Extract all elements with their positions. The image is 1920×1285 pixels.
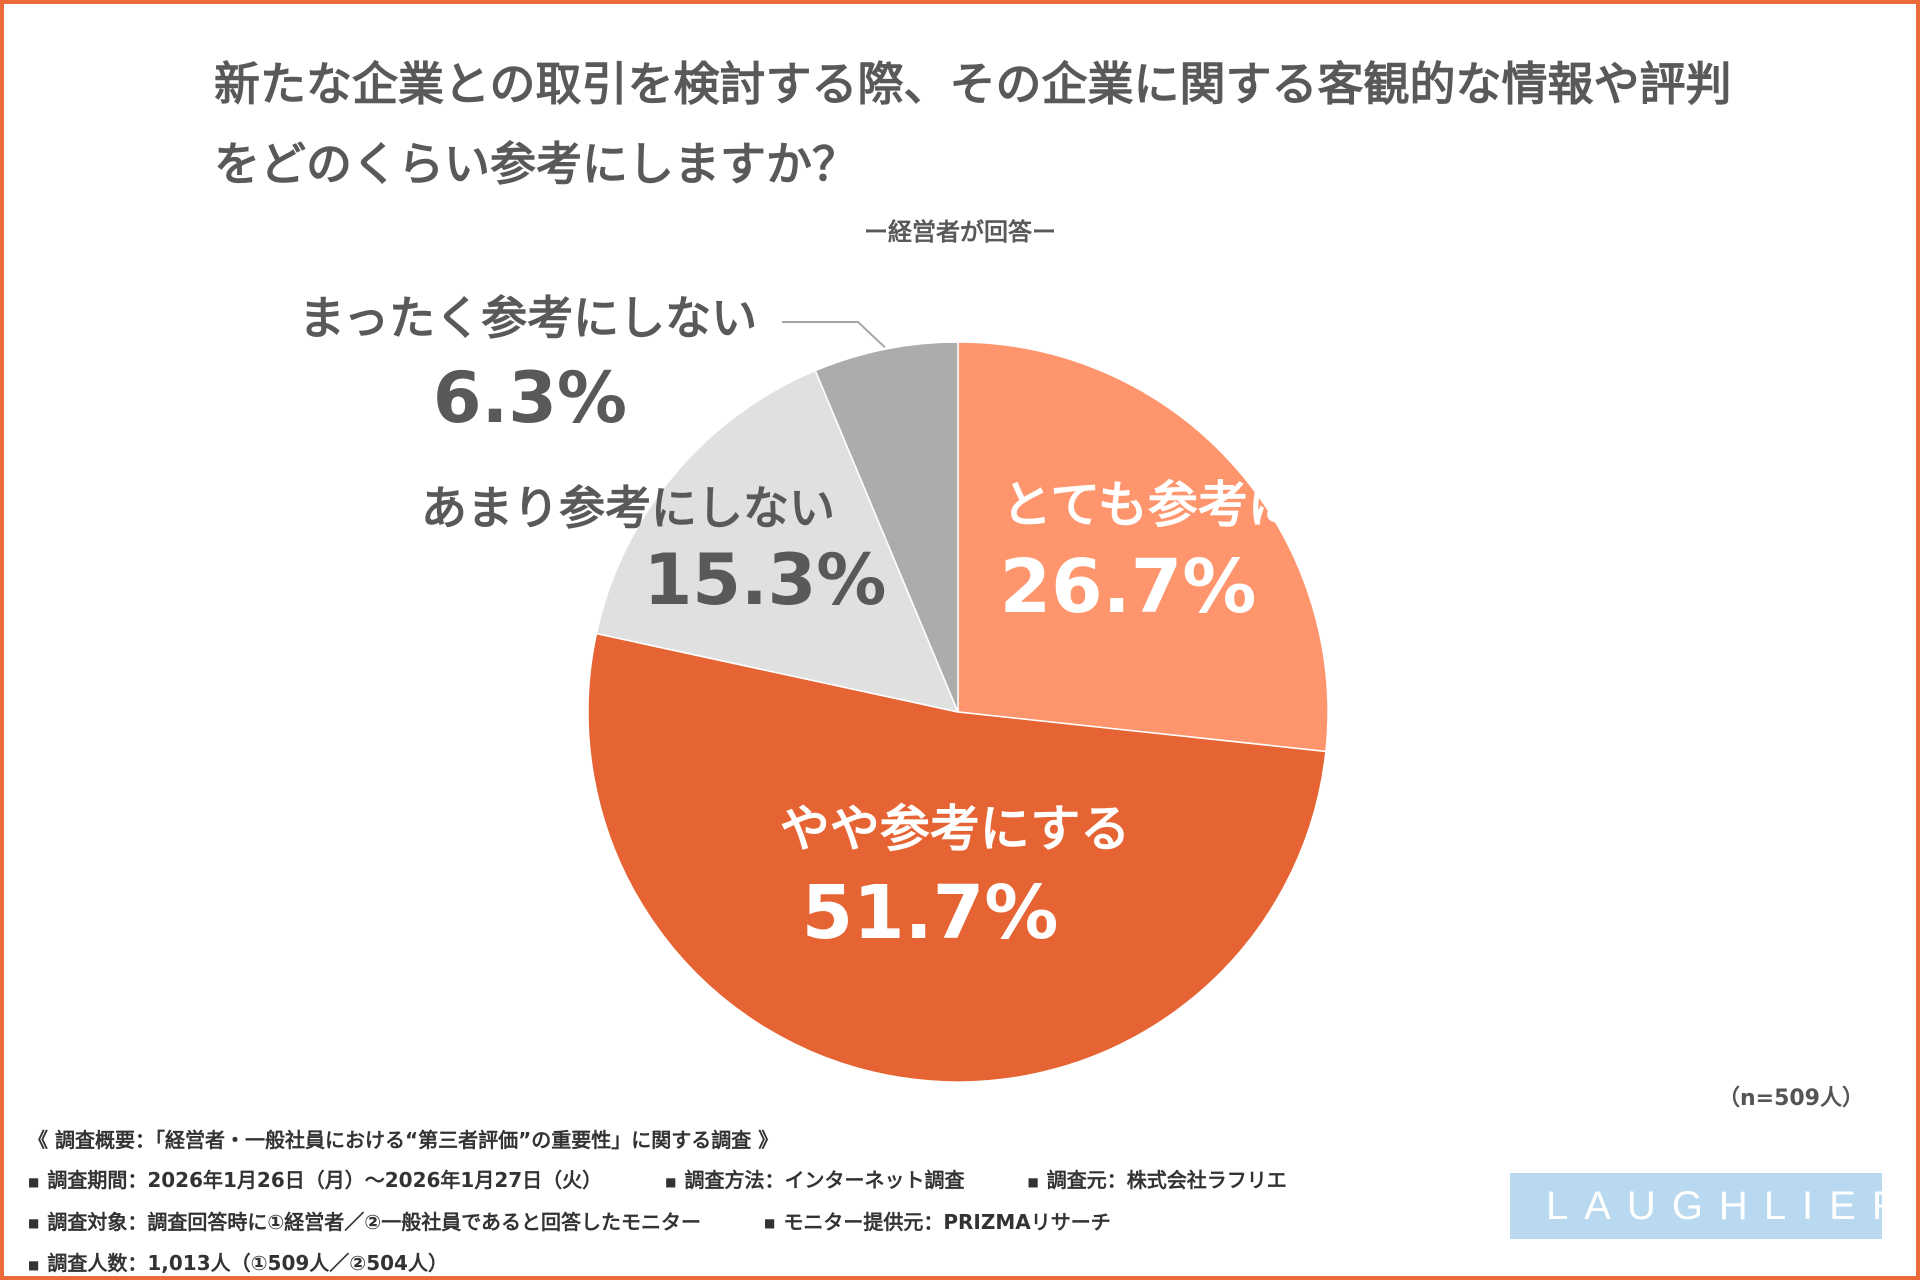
slice-value-0: 26.7% xyxy=(1000,544,1257,630)
logo-text: LAUGHLIER xyxy=(1546,1183,1917,1228)
survey-heading: 《 調査概要：「経営者・一般社員における“第三者評価”の重要性」に関する調査 》 xyxy=(28,1128,779,1152)
survey-line-2: ■ 調査期間：2026年1月26日（月）〜2026年1月27日（火） ■ 調査方法：… xyxy=(28,1160,1508,1202)
survey-line-4: ■ 調査人数：1,013人（①509人／②504人） xyxy=(28,1243,1508,1285)
survey-monitor-provider: ■ モニター提供元：PRIZMAリサーチ xyxy=(763,1209,1111,1234)
chart-title: 新たな企業との取引を検討する際、その企業に関する客観的な情報や評判をどのくらい参… xyxy=(214,57,1732,191)
survey-period: ■ 調査期間：2026年1月26日（月）〜2026年1月27日（火） xyxy=(28,1168,603,1192)
slice-label-2: あまり参考にしない xyxy=(421,481,835,535)
survey-method: ■ 調査方法：インターネット調査 xyxy=(665,1168,965,1192)
survey-line-3: ■ 調査対象：調査回答時に①経営者／②一般社員であると回答したモニター ■ モニター… xyxy=(28,1202,1508,1244)
pie-slice-2 xyxy=(595,369,960,714)
laughlier-logo: LAUGHLIER xyxy=(1510,1173,1901,1239)
slice-value-1: 51.7% xyxy=(802,870,1059,956)
slice-label-0: とても参考にする xyxy=(1002,476,1399,534)
slice-value-2: 15.3% xyxy=(644,539,887,621)
survey-respondents: ■ 調査人数：1,013人（①509人／②504人） xyxy=(28,1251,448,1275)
pie-slice-1 xyxy=(587,632,1327,1083)
survey-source: ■ 調査元：株式会社ラフリエ xyxy=(1027,1168,1287,1192)
survey-overview: 《 調査概要：「経営者・一般社員における“第三者評価”の重要性」に関する調査 》… xyxy=(28,1120,1508,1285)
slice-label-1: やや参考にする xyxy=(780,800,1131,858)
sample-size-note: （n=509人） xyxy=(1717,1086,1864,1111)
chart-subtitle: ー経営者が回答ー xyxy=(864,218,1056,246)
pie-slice-0 xyxy=(957,341,1329,753)
leader-line xyxy=(782,321,886,349)
survey-target: ■ 調査対象：調査回答時に①経営者／②一般社員であると回答したモニター xyxy=(28,1209,702,1234)
slice-label-3: まったく参考にしない xyxy=(299,291,757,345)
slice-value-3: 6.3% xyxy=(433,357,627,439)
pie-slice-3 xyxy=(814,341,959,713)
